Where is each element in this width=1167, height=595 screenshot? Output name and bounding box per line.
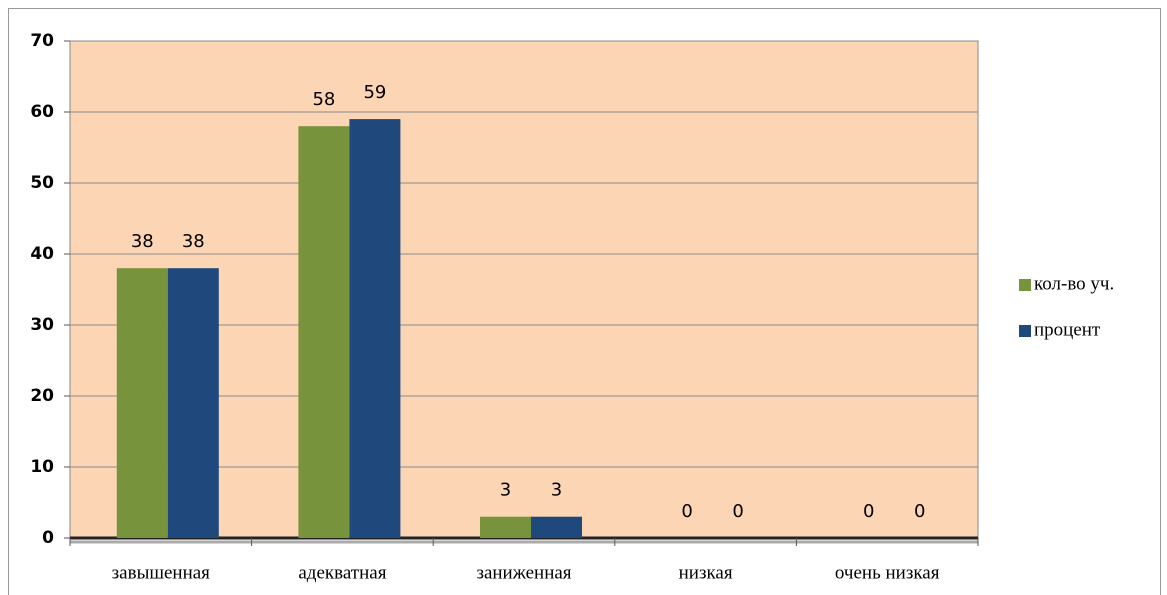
y-tick-label: 20 — [30, 386, 54, 406]
bar — [298, 126, 350, 538]
x-tick-label: адекватная — [298, 562, 386, 583]
bar — [531, 516, 582, 538]
data-label: 59 — [363, 82, 386, 103]
data-label: 38 — [131, 231, 154, 252]
bar — [349, 119, 401, 538]
legend-label: кол-во уч. — [1034, 273, 1114, 294]
data-label: 3 — [551, 480, 562, 501]
legend-swatch — [1019, 279, 1031, 291]
y-tick-label: 10 — [30, 457, 54, 477]
legend-label: процент — [1034, 319, 1101, 340]
y-tick-label: 30 — [30, 315, 54, 335]
y-tick-label: 0 — [42, 528, 54, 548]
y-tick-label: 40 — [30, 244, 54, 264]
bar — [116, 268, 168, 538]
data-label: 58 — [312, 89, 335, 110]
data-label: 3 — [500, 480, 511, 501]
data-label: 38 — [182, 231, 205, 252]
x-tick-label: очень низкая — [835, 562, 940, 583]
chart-frame — [8, 8, 1161, 595]
data-label: 0 — [732, 501, 743, 522]
bar — [480, 516, 531, 538]
x-tick-label: завышенная — [112, 562, 211, 583]
y-tick-label: 70 — [30, 31, 54, 51]
y-tick-label: 50 — [30, 173, 54, 193]
legend-swatch — [1019, 325, 1031, 337]
data-label: 0 — [681, 501, 692, 522]
data-label: 0 — [914, 501, 925, 522]
bar — [167, 268, 219, 538]
x-tick-label: заниженная — [476, 562, 571, 583]
x-tick-label: низкая — [679, 562, 733, 583]
y-tick-label: 60 — [30, 102, 54, 122]
data-label: 0 — [863, 501, 874, 522]
